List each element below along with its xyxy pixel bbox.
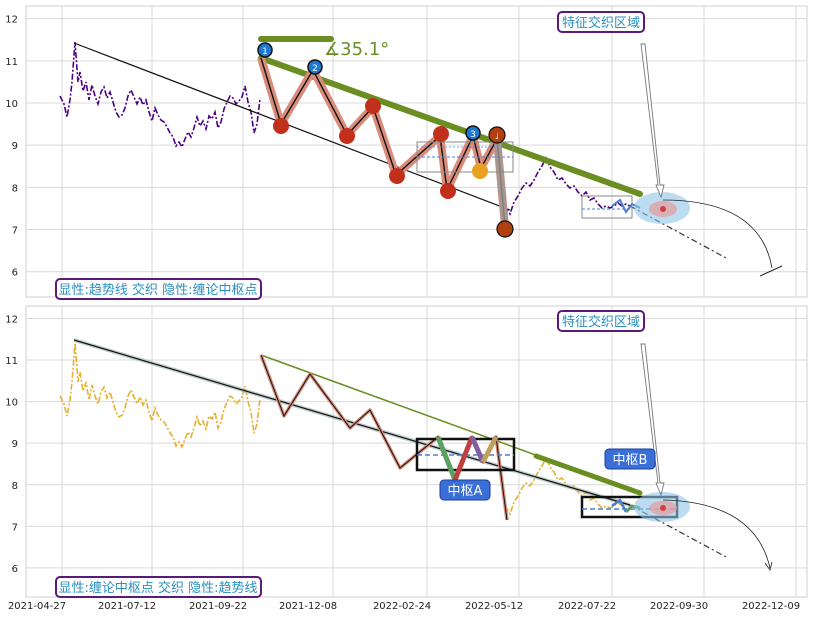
- bottom-forecast-arrowhead: [764, 561, 773, 571]
- x-tick-labels: 2021-04-27 2021-07-12 2021-09-22 2021-12-08…: [8, 601, 800, 612]
- x-tick-label: 2022-02-24: [373, 601, 431, 612]
- top-long-trend-line: [73, 42, 511, 211]
- y-tick-label: 12: [5, 15, 18, 26]
- y-tick-label: 6: [12, 268, 18, 279]
- y-tick-label: 10: [5, 398, 18, 409]
- y-tick-label: 6: [12, 564, 18, 575]
- top-feature-cluster-dot: [660, 206, 666, 212]
- bottom-long-trend-line: [73, 339, 631, 506]
- top-caption-box: [55, 278, 262, 300]
- top-feature-box: [581, 195, 633, 219]
- y-tick-label: 7: [12, 226, 18, 237]
- y-tick-label: 9: [12, 439, 18, 450]
- pivot-a-segment-3: [469, 435, 486, 464]
- x-tick-label: 2022-09-30: [650, 601, 708, 612]
- marker-red-4: [389, 168, 405, 184]
- bottom-green-trend-thick: [533, 453, 643, 496]
- y-tick-label: 11: [5, 57, 18, 68]
- bottom-callout-arrow: [640, 343, 665, 497]
- pivot-a-segment-4: [480, 435, 499, 464]
- marker-orange-1: [472, 163, 488, 179]
- x-tick-label: 2022-12-09: [742, 601, 800, 612]
- marker-brown-2: [496, 220, 514, 238]
- x-tick-label: 2022-07-22: [558, 601, 616, 612]
- y-tick-label: 9: [12, 141, 18, 152]
- bottom-caption-text: 显性:缠论中枢点 交织 隐性:趋势线: [58, 580, 257, 596]
- bottom-y-tick-labels: 6 7 8 9 10 11 12: [5, 314, 18, 574]
- top-final-drop-band: [493, 135, 509, 230]
- x-tick-label: 2022-05-12: [465, 601, 523, 612]
- marker-red-6: [440, 183, 456, 199]
- pivot-a-segment-2: [452, 436, 475, 481]
- bottom-grid: [26, 306, 807, 597]
- angle-label: ∡35.1°: [324, 39, 389, 60]
- y-tick-label: 12: [5, 314, 18, 325]
- top-stroke-zigzag-core: [260, 57, 506, 227]
- y-tick-label: 8: [12, 183, 18, 194]
- marker-blue-2: [307, 59, 323, 75]
- bottom-price-line: [59, 342, 261, 449]
- x-tick-label: 2021-09-22: [189, 601, 247, 612]
- x-tick-label: 2021-12-08: [279, 601, 337, 612]
- y-tick-label: 7: [12, 522, 18, 533]
- marker-label-1: 1: [262, 47, 268, 57]
- y-tick-label: 10: [5, 99, 18, 110]
- top-price-line: [59, 41, 261, 149]
- top-forecast-cap: [759, 265, 783, 277]
- marker-red-1: [273, 118, 289, 134]
- marker-red-5: [433, 126, 449, 142]
- top-callout-box: [557, 11, 645, 33]
- top-price-line-late: [504, 156, 631, 216]
- top-callout-text: 特征交织区域: [562, 15, 640, 31]
- top-grid: [26, 6, 807, 297]
- zone-label-b: 中枢B: [613, 453, 648, 468]
- bottom-feature-cluster-dot: [660, 505, 666, 511]
- top-plot-content: ∡35.1° 特征交织区域: [55, 11, 783, 300]
- marker-label-brown: ♩: [495, 132, 499, 142]
- marker-label-3: 3: [470, 130, 476, 140]
- x-tick-label: 2021-07-12: [98, 601, 156, 612]
- bottom-callout-box: [557, 310, 645, 332]
- bottom-callout-text: 特征交织区域: [562, 314, 640, 330]
- zone-label-a-box: [439, 479, 491, 501]
- marker-brown-1: [488, 126, 506, 144]
- marker-blue-3: [465, 125, 481, 141]
- pivot-a-segment-1: [435, 436, 458, 481]
- bottom-forecast-arc: [662, 499, 771, 569]
- pivot-b-zigzag: [611, 498, 628, 513]
- top-y-tick-labels: 6 7 8 9 10 11 12: [5, 15, 18, 279]
- top-forecast-arc: [662, 199, 773, 269]
- y-tick-label: 11: [5, 356, 18, 367]
- marker-label-2: 2: [312, 64, 318, 74]
- y-tick-label: 8: [12, 481, 18, 492]
- top-caption-text: 显性:趋势线 交织 隐性:缠论中枢点: [58, 282, 257, 298]
- marker-red-3: [365, 98, 381, 114]
- zone-label-b-box: [604, 448, 656, 470]
- bottom-plot-content: 特征交织区域 中枢A 中枢B 显性:缠论中枢点 交织 隐性:趋势线: [55, 310, 773, 598]
- top-markers: 1 2 3 ♩: [257, 42, 514, 238]
- top-callout-arrow: [640, 43, 665, 199]
- top-green-trend-line: [258, 55, 643, 197]
- marker-red-2: [339, 128, 355, 144]
- x-tick-label: 2021-04-27: [8, 601, 66, 612]
- bottom-caption-box: [55, 576, 262, 598]
- zone-label-a: 中枢A: [448, 484, 483, 499]
- marker-blue-1: [257, 42, 273, 58]
